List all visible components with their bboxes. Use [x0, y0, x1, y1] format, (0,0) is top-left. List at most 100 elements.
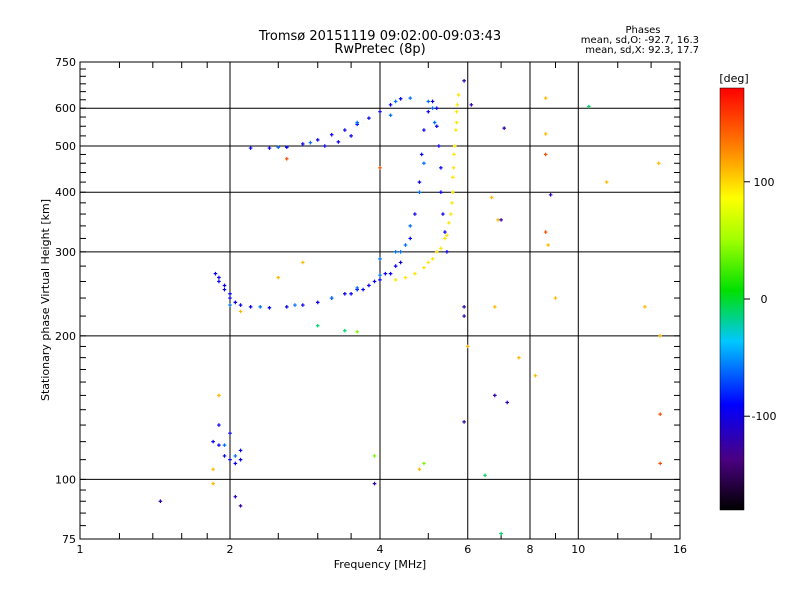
data-point — [454, 128, 458, 132]
data-point — [451, 190, 455, 195]
data-point — [469, 103, 474, 107]
data-point — [462, 314, 466, 318]
data-point — [211, 439, 215, 444]
data-point — [329, 132, 334, 137]
data-point — [372, 481, 377, 486]
y-tick-label: 100 — [55, 473, 76, 486]
data-point — [238, 303, 243, 307]
data-point — [233, 494, 238, 499]
data-point — [276, 145, 281, 150]
data-point — [361, 287, 365, 292]
data-point — [450, 201, 454, 205]
data-point — [393, 250, 398, 254]
x-axis-label: Frequency [MHz] — [334, 558, 426, 571]
data-point — [343, 328, 347, 333]
data-point — [499, 531, 503, 536]
data-point — [388, 271, 393, 276]
colorbar-ticks: 100 0 -100 — [744, 176, 776, 423]
data-point — [462, 420, 466, 424]
data-point — [499, 218, 503, 222]
data-points — [158, 78, 662, 536]
y-tick-label: 300 — [55, 246, 76, 259]
data-point — [517, 355, 521, 360]
colorbar-tick-label: -100 — [752, 410, 777, 423]
data-point — [388, 103, 393, 107]
data-point — [378, 257, 382, 261]
data-point — [439, 190, 443, 195]
data-point — [658, 461, 662, 466]
data-point — [378, 278, 382, 282]
data-point — [443, 236, 447, 241]
y-tick-label: 750 — [55, 56, 76, 69]
y-tick-label: 75 — [62, 533, 76, 546]
data-point — [452, 152, 456, 157]
y-tick-label: 500 — [55, 140, 76, 153]
data-point — [493, 305, 497, 309]
x-tick-label: 6 — [464, 543, 471, 556]
data-point — [443, 230, 447, 234]
data-point — [543, 152, 548, 157]
data-point — [451, 175, 455, 180]
data-point — [393, 278, 398, 282]
y-tick-label: 200 — [55, 330, 76, 343]
data-point — [393, 99, 398, 104]
data-point — [505, 400, 509, 405]
data-point — [398, 260, 403, 265]
data-point — [308, 140, 313, 145]
data-point — [454, 120, 459, 125]
data-point — [349, 134, 353, 138]
data-point — [426, 260, 431, 265]
data-point — [315, 138, 320, 142]
data-point — [587, 104, 591, 109]
data-point — [456, 93, 461, 97]
data-point — [228, 457, 232, 462]
data-point — [543, 230, 548, 234]
x-tick-label: 16 — [673, 543, 687, 556]
data-point — [233, 300, 238, 305]
data-point — [222, 283, 227, 288]
x-tick-label: 1 — [77, 543, 84, 556]
data-point — [336, 140, 341, 144]
data-point — [355, 120, 359, 125]
data-point — [441, 212, 445, 216]
data-point — [355, 286, 359, 290]
data-point — [493, 393, 497, 398]
data-point — [408, 236, 413, 241]
data-point — [462, 78, 466, 83]
data-point — [434, 106, 439, 111]
data-point — [393, 264, 398, 268]
data-point — [301, 142, 305, 146]
data-point — [329, 296, 334, 300]
data-point — [426, 99, 431, 104]
data-point — [417, 190, 422, 195]
data-point — [417, 180, 422, 184]
data-point — [413, 212, 417, 216]
data-point — [437, 144, 441, 148]
data-point — [398, 96, 403, 101]
data-point — [158, 499, 163, 504]
data-point — [276, 275, 281, 280]
data-point — [367, 116, 371, 120]
data-point — [238, 309, 243, 314]
chart-subtitle: RwPretec (8p) — [334, 42, 425, 57]
data-point — [422, 161, 426, 166]
data-point — [378, 273, 382, 277]
colorbar — [719, 87, 745, 511]
data-point — [301, 303, 305, 307]
data-point — [228, 291, 232, 296]
data-point — [217, 279, 221, 284]
data-point — [211, 467, 215, 472]
phases-heading: Phases — [625, 25, 660, 36]
data-point — [248, 305, 253, 309]
data-point — [284, 157, 289, 161]
x-tick-label: 8 — [527, 543, 534, 556]
grid-lines — [80, 62, 680, 539]
phases-mean-x: mean, sd,X: 92.3, 17.7 — [585, 45, 699, 56]
data-point — [267, 305, 272, 310]
colorbar-tick-label: 0 — [761, 293, 768, 306]
data-point — [604, 180, 609, 184]
x-tick-label: 4 — [377, 543, 384, 556]
data-point — [496, 218, 500, 222]
data-point — [403, 275, 408, 280]
colorbar-tick-label: 100 — [754, 176, 775, 189]
